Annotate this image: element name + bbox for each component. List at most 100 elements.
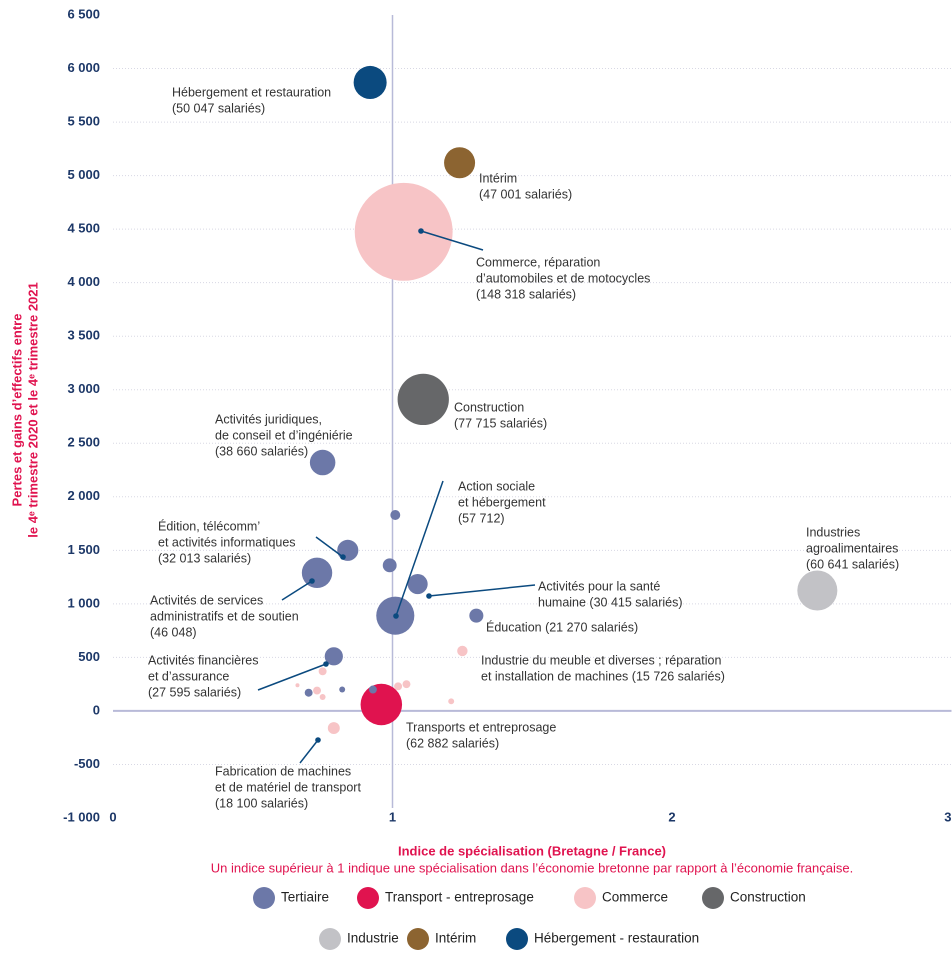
- leader-line: [420, 230, 484, 251]
- leader-dot: [340, 554, 346, 560]
- leader-line: [257, 663, 327, 691]
- y-tick-label: 4 500: [67, 221, 100, 236]
- data-label: agroalimentaires: [806, 541, 898, 555]
- data-label: (62 882 salariés): [406, 736, 499, 750]
- legend-label: Construction: [730, 890, 806, 905]
- legend-label: Tertiaire: [281, 890, 329, 905]
- bubble: [382, 558, 397, 573]
- data-label: de conseil et d’ingéniérie: [215, 428, 353, 442]
- bubble: [319, 694, 326, 700]
- x-tick-label: 0: [109, 809, 116, 824]
- y-tick-label: 4 000: [67, 274, 100, 289]
- data-label: (46 048): [150, 625, 197, 639]
- legend-swatch: [506, 928, 528, 950]
- legend-swatch: [407, 928, 429, 950]
- data-label: humaine (30 415 salariés): [538, 595, 683, 609]
- y-tick-label: 3 000: [67, 381, 100, 396]
- leader-dot: [393, 613, 399, 619]
- data-label: Activités financières: [148, 653, 258, 667]
- data-label: et d’assurance: [148, 669, 229, 683]
- bubble: [469, 608, 484, 623]
- y-tick-label: 5 500: [67, 114, 100, 129]
- data-label: administratifs et de soutien: [150, 609, 299, 623]
- data-label: Industrie du meuble et diverses ; répara…: [481, 653, 721, 667]
- data-label: (148 318 salariés): [476, 287, 576, 301]
- data-label: Activités de services: [150, 593, 263, 607]
- leader-line: [281, 580, 313, 601]
- data-label: Éducation (21 270 salariés): [486, 619, 638, 634]
- y-tick-label: -1 000: [63, 809, 100, 824]
- data-label: (50 047 salariés): [172, 101, 265, 115]
- legend-swatch: [574, 887, 596, 909]
- data-label: et activités informatiques: [158, 535, 296, 549]
- bubble: [327, 722, 340, 735]
- data-label: Construction: [454, 400, 524, 414]
- bubble: [407, 574, 428, 595]
- leader-line: [395, 480, 444, 617]
- y-tick-label: -500: [74, 756, 100, 771]
- data-label: (32 013 salariés): [158, 551, 251, 565]
- data-label: Fabrication de machines: [215, 764, 351, 778]
- bubble: [318, 667, 327, 676]
- legend-label: Commerce: [602, 890, 668, 905]
- data-label: (38 660 salariés): [215, 444, 308, 458]
- data-label: Industries: [806, 525, 860, 539]
- bubble: [390, 510, 401, 520]
- x-axis-title: Indice de spécialisation (Bretagne / Fra…: [398, 843, 666, 858]
- bubble: [797, 570, 838, 611]
- y-tick-label: 5 000: [67, 167, 100, 182]
- leader-line: [315, 536, 344, 558]
- data-label: d’automobiles et de motocycles: [476, 271, 650, 285]
- data-label: Hébergement et restauration: [172, 85, 331, 99]
- bubble: [309, 449, 336, 476]
- data-label: (27 595 salariés): [148, 685, 241, 699]
- legend-label: Transport - entreprosage: [385, 890, 534, 905]
- data-label: Édition, télécomm’: [158, 518, 260, 533]
- bubble: [360, 683, 403, 726]
- note: Un indice supérieur à 1 indique une spéc…: [211, 860, 853, 875]
- bubble: [354, 182, 453, 281]
- legend-swatch: [319, 928, 341, 950]
- y-tick-label: 6 000: [67, 60, 100, 75]
- leader-line: [299, 739, 319, 764]
- legend-swatch: [253, 887, 275, 909]
- data-label: Action sociale: [458, 479, 535, 493]
- bubble: [353, 65, 387, 99]
- leader-line: [428, 584, 536, 597]
- bubble: [448, 698, 455, 705]
- bubble: [402, 680, 411, 689]
- bubble: [339, 686, 346, 693]
- data-label: et hébergement: [458, 495, 546, 509]
- y-axis-title: Pertes et gains d’effectifs entre: [9, 314, 24, 507]
- y-tick-label: 1 000: [67, 595, 100, 610]
- data-label: Activités juridiques,: [215, 412, 322, 426]
- data-label: et de matériel de transport: [215, 780, 361, 794]
- legend-swatch: [702, 887, 724, 909]
- leader-dot: [309, 578, 315, 584]
- legend-label: Hébergement - restauration: [534, 931, 699, 946]
- data-label: Commerce, réparation: [476, 255, 600, 269]
- x-tick-label: 1: [389, 809, 396, 824]
- y-tick-label: 2 000: [67, 488, 100, 503]
- data-label: (60 641 salariés): [806, 557, 899, 571]
- bubble: [324, 647, 343, 666]
- y-tick-label: 6 500: [67, 6, 100, 21]
- y-tick-label: 0: [93, 702, 100, 717]
- data-label: et installation de machines (15 726 sala…: [481, 669, 725, 683]
- bubble: [444, 147, 476, 179]
- y-tick-label: 500: [78, 649, 100, 664]
- bubble: [304, 688, 313, 697]
- bubble: [301, 557, 333, 589]
- y-tick-label: 1 500: [67, 542, 100, 557]
- data-label: (77 715 salariés): [454, 416, 547, 430]
- legend-swatch: [357, 887, 379, 909]
- leader-dot: [418, 228, 424, 234]
- data-label: Intérim: [479, 171, 517, 185]
- leader-dot: [323, 661, 329, 667]
- y-tick-label: 3 500: [67, 328, 100, 343]
- data-label: (57 712): [458, 511, 505, 525]
- data-label: (18 100 salariés): [215, 796, 308, 810]
- bubble: [397, 373, 449, 426]
- data-label: Transports et entreprosage: [406, 720, 556, 734]
